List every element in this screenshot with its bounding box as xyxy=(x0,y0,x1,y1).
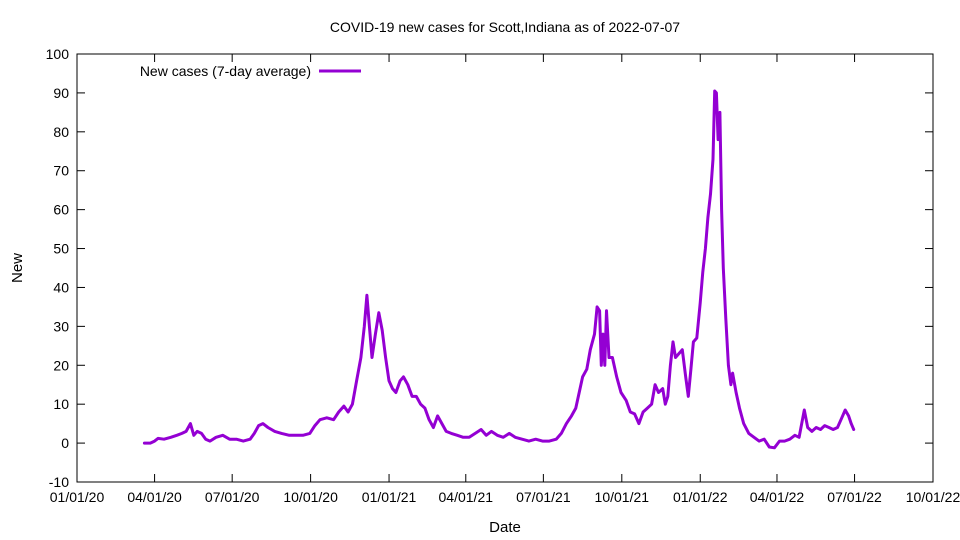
x-tick-label: 10/01/20 xyxy=(283,489,338,505)
x-tick-label: 04/01/22 xyxy=(750,489,805,505)
y-tick-label: 50 xyxy=(53,241,69,257)
x-tick-label: 01/01/21 xyxy=(362,489,417,505)
x-tick-label: 10/01/22 xyxy=(906,489,960,505)
x-axis: 01/01/20 04/01/20 07/01/20 10/01/20 01/01/21… xyxy=(50,54,960,505)
series-line-new-cases xyxy=(142,89,856,450)
y-tick-label: 20 xyxy=(53,357,69,373)
y-axis: -10 0 10 20 30 40 50 60 70 80 90 100 xyxy=(46,46,933,490)
x-tick-label: 01/01/20 xyxy=(50,489,105,505)
y-tick-label: 30 xyxy=(53,318,69,334)
y-tick-label: 90 xyxy=(53,85,69,101)
y-tick-label: 10 xyxy=(53,396,69,412)
x-tick-label: 10/01/21 xyxy=(595,489,650,505)
chart-title: COVID-19 new cases for Scott,Indiana as … xyxy=(330,19,680,35)
legend: New cases (7-day average) xyxy=(140,63,361,79)
x-tick-label: 04/01/21 xyxy=(439,489,494,505)
plot-frame xyxy=(76,53,934,483)
y-tick-label: 80 xyxy=(53,124,69,140)
x-tick-label: 07/01/21 xyxy=(516,489,571,505)
y-tick-label: 0 xyxy=(61,435,69,451)
x-tick-label: 07/01/20 xyxy=(205,489,260,505)
x-tick-label: 04/01/20 xyxy=(127,489,182,505)
x-tick-label: 07/01/22 xyxy=(827,489,882,505)
x-tick-label: 01/01/22 xyxy=(673,489,728,505)
y-tick-label: 60 xyxy=(53,202,69,218)
y-tick-label: 40 xyxy=(53,279,69,295)
y-tick-label: 100 xyxy=(46,46,70,62)
y-axis-label: New xyxy=(9,253,26,283)
y-tick-label: -10 xyxy=(49,474,69,490)
y-tick-label: 70 xyxy=(53,163,69,179)
legend-label: New cases (7-day average) xyxy=(140,63,311,79)
x-axis-label: Date xyxy=(489,519,521,536)
